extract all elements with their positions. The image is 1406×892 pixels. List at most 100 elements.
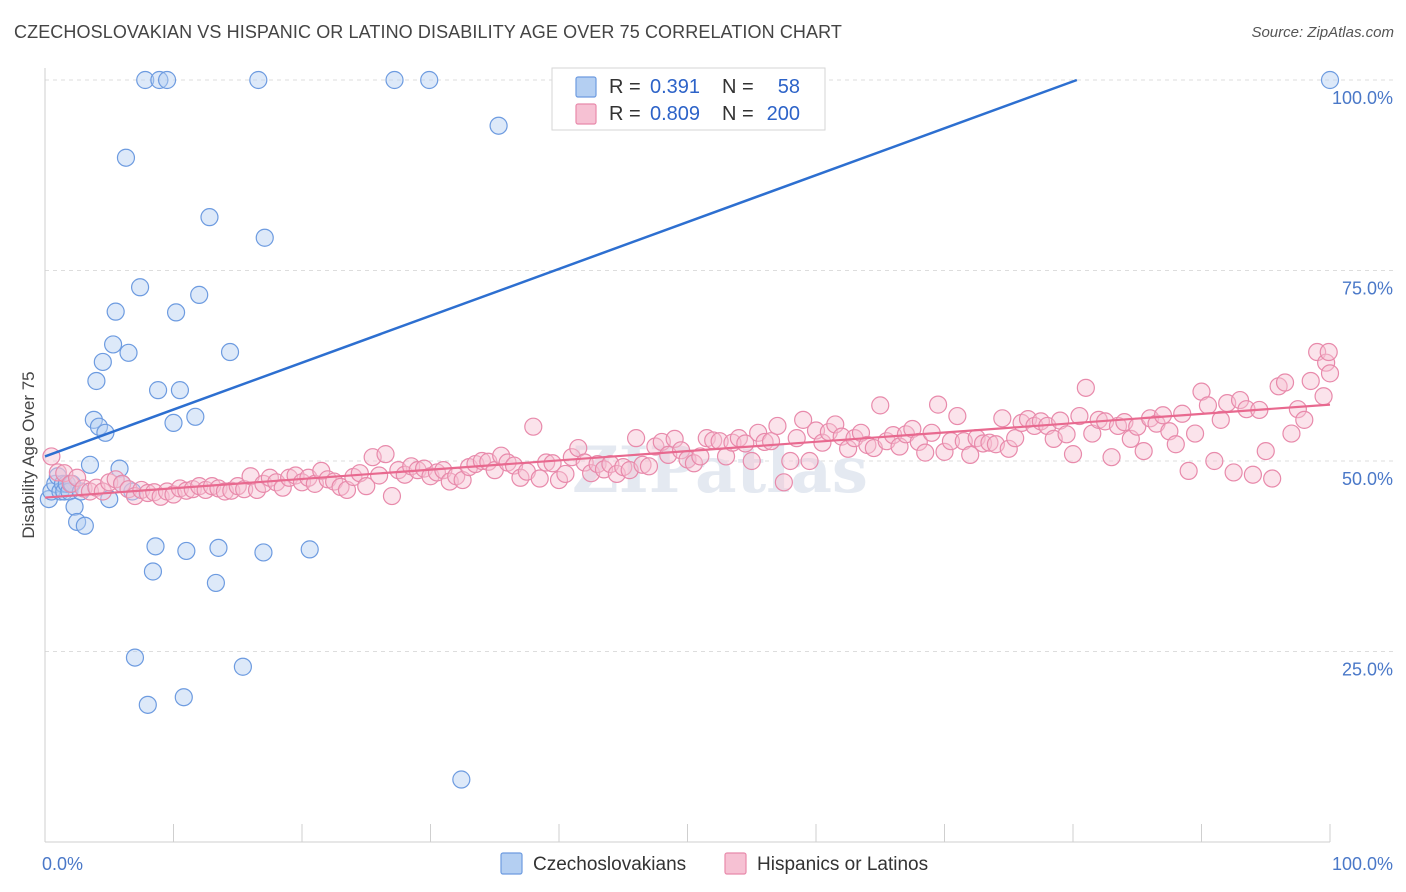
czechoslovakian-point [93, 352, 112, 372]
czechoslovakian-point [119, 343, 138, 362]
czechoslovakian-point [166, 303, 186, 322]
hispanic-point [357, 477, 376, 496]
hispanic-point [1198, 396, 1218, 415]
hispanic-point [273, 478, 292, 497]
hispanic-point [794, 410, 813, 429]
hispanic-point [1319, 342, 1338, 362]
hispanic-point [916, 443, 935, 462]
hispanic-point [742, 451, 761, 471]
hispanic-point [684, 454, 704, 473]
hispanic-point [749, 423, 768, 442]
legend-swatch [575, 76, 597, 98]
hispanic-point [1173, 404, 1192, 423]
hispanic-point [68, 468, 87, 487]
hispanic-point [1317, 353, 1336, 372]
trend-lines [44, 78, 1331, 499]
tick-labels: 25.0% 50.0% 75.0% 100.0% 0.0% 100.0% Disabilit… [19, 88, 1393, 874]
hispanic-point [1301, 371, 1320, 391]
czechoslovakian-trend-line [44, 78, 1078, 458]
czechoslovakian-point [420, 70, 439, 90]
y-tick-label: 100.0% [1332, 88, 1393, 108]
hispanic-point [48, 463, 67, 482]
czechoslovakian-point [255, 228, 274, 247]
y-axis-label: Disability Age Over 75 [19, 371, 38, 538]
hispanic-point [1230, 390, 1250, 410]
hispanic-point [665, 429, 684, 449]
czechoslovakian-point [164, 413, 183, 432]
czechoslovakian-point [65, 497, 84, 516]
hispanic-point [1205, 451, 1224, 471]
czechoslovakian-point [138, 695, 157, 714]
legend-r-value: 0.391 [650, 76, 700, 98]
czechoslovakian-point [106, 302, 125, 321]
hispanic-point [1275, 373, 1295, 392]
hispanic-point [370, 466, 389, 485]
hispanic-point [691, 447, 710, 466]
hispanic-point [980, 433, 999, 452]
czechoslovakian-point [249, 70, 268, 90]
czechoslovakian-point [130, 278, 150, 297]
legend-n-label: N = [722, 103, 754, 125]
bottom-legend-swatch-hispanics [724, 852, 747, 875]
czechoslovakian-point [148, 381, 168, 400]
czechoslovakian-point [104, 335, 123, 354]
czechoslovakian-point [150, 70, 169, 90]
hispanic-point [928, 395, 948, 414]
hispanic-point [1288, 400, 1307, 419]
hispanic-point [1243, 465, 1263, 484]
hispanic-point [1224, 463, 1243, 482]
hispanic-point [633, 455, 652, 474]
czechoslovakian-point [489, 116, 508, 135]
hispanic-point [543, 454, 562, 473]
hispanic-point [1076, 378, 1095, 397]
hispanic-point [376, 445, 395, 464]
y-tick-label: 50.0% [1342, 469, 1393, 489]
hispanic-point [781, 451, 800, 471]
czechoslovakian-point [300, 540, 319, 559]
hispanic-point [1063, 445, 1083, 464]
hispanic-point [768, 416, 787, 436]
czechoslovakian-point [385, 70, 404, 90]
hispanic-point [1057, 425, 1076, 444]
legend-box: R = 0.391 N = 58 R = 0.809 N = 200 [551, 67, 826, 131]
legend-r-label: R = [609, 76, 641, 98]
bottom-legend-label-czechoslovakians: Czechoslovakians [533, 854, 686, 875]
legend-r-label: R = [609, 103, 641, 125]
hispanic-point [1185, 424, 1205, 443]
czechoslovakian-point [110, 459, 129, 478]
czechoslovakian-point [209, 538, 228, 557]
chart-source: Source: ZipAtlas.com [1251, 24, 1394, 41]
czechoslovakian-point [452, 770, 471, 789]
gridlines [45, 79, 1395, 652]
hispanic-point [1179, 461, 1198, 481]
czechoslovakian-point [146, 537, 165, 556]
czechoslovakian-point [206, 573, 226, 593]
hispanic-point [1102, 448, 1121, 467]
bottom-legend-label-hispanics: Hispanics or Latinos [757, 854, 928, 875]
czechoslovakian-point [136, 70, 155, 90]
czechoslovakian-point [220, 342, 240, 362]
hispanic-point [999, 439, 1018, 458]
hispanic-point [1314, 387, 1333, 406]
hispanic-point [761, 432, 781, 451]
czechoslovakian-point [143, 562, 163, 581]
hispanic-point [1282, 424, 1301, 443]
czechoslovakian-point [254, 543, 273, 562]
hispanic-point [1006, 429, 1025, 448]
czechoslovakian-point [75, 516, 94, 535]
czechoslovakian-point [170, 381, 190, 400]
czechoslovakian-point [186, 407, 205, 426]
czechoslovakian-point [177, 541, 196, 561]
czechoslovakian-point [80, 455, 100, 474]
hispanic-point [1320, 364, 1340, 383]
legend-r-value: 0.809 [650, 103, 700, 125]
hispanic-point [1134, 441, 1153, 461]
czechoslovakian-point [200, 208, 219, 227]
hispanic-point [119, 480, 138, 499]
x-tick-label: 0.0% [42, 854, 83, 874]
x-tick-label: 100.0% [1332, 854, 1393, 874]
hispanic-point [382, 486, 402, 506]
y-tick-label: 25.0% [1342, 660, 1393, 680]
hispanic-point [993, 409, 1012, 428]
